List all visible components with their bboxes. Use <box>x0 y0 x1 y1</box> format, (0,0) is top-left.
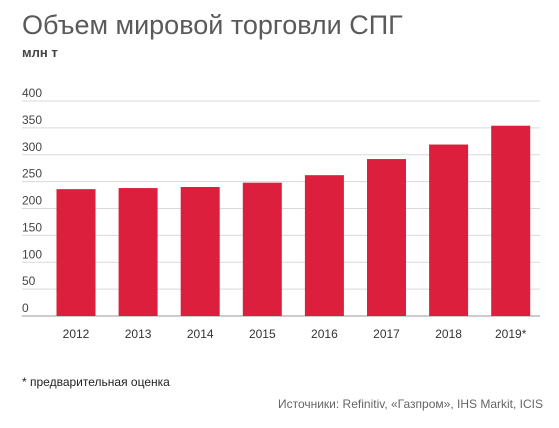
y-tick-label: 250 <box>22 167 42 181</box>
bar-2014 <box>180 187 220 316</box>
y-tick-label: 150 <box>22 220 42 234</box>
x-tick-label: 2017 <box>373 327 400 341</box>
bar-2012 <box>56 189 96 316</box>
bar-2016 <box>304 175 344 316</box>
y-tick-label: 400 <box>22 86 42 100</box>
x-tick-label: 2014 <box>187 327 214 341</box>
bar-2017 <box>367 159 406 316</box>
x-tick-label: 2016 <box>311 327 338 341</box>
bar-2018 <box>429 144 469 316</box>
x-tick-label: 2015 <box>249 327 276 341</box>
y-tick-label: 350 <box>22 113 42 127</box>
source-note: Источники: Refinitiv, «Газпром», IHS Mar… <box>277 397 543 411</box>
footnote: * предварительная оценка <box>22 375 170 389</box>
x-axis-labels: 2012 2013 2014 2015 2016 2017 2018 2019* <box>63 327 527 341</box>
bar-2015 <box>242 182 282 316</box>
x-tick-label: 2019* <box>495 327 527 341</box>
bar-2013 <box>118 188 158 316</box>
x-tick-label: 2013 <box>125 327 152 341</box>
chart-title: Объем мировой торговли СПГ <box>22 10 403 40</box>
y-tick-label: 0 <box>22 301 29 315</box>
bar-2019 <box>491 125 531 316</box>
y-tick-label: 50 <box>22 274 36 288</box>
y-tick-label: 300 <box>22 140 42 154</box>
y-tick-label: 200 <box>22 194 42 208</box>
y-tick-label: 100 <box>22 247 42 261</box>
x-tick-label: 2012 <box>63 327 90 341</box>
x-tick-label: 2018 <box>435 327 462 341</box>
unit-label: млн т <box>22 45 58 60</box>
y-axis-labels: 0 50 100 150 200 250 300 350 400 <box>22 86 42 315</box>
bars <box>56 125 531 316</box>
